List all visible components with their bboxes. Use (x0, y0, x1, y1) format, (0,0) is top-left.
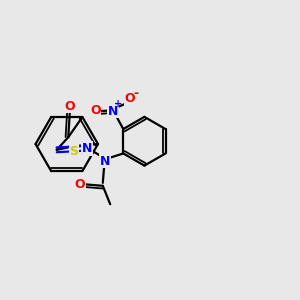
Text: O: O (64, 100, 75, 113)
Text: N: N (82, 142, 92, 155)
Text: +: + (114, 99, 122, 110)
Text: O: O (124, 92, 135, 105)
Text: O: O (75, 178, 85, 191)
Text: N: N (100, 155, 110, 168)
Text: -: - (134, 87, 139, 100)
Text: O: O (90, 104, 101, 117)
Text: S: S (69, 145, 78, 158)
Text: N: N (108, 105, 118, 118)
